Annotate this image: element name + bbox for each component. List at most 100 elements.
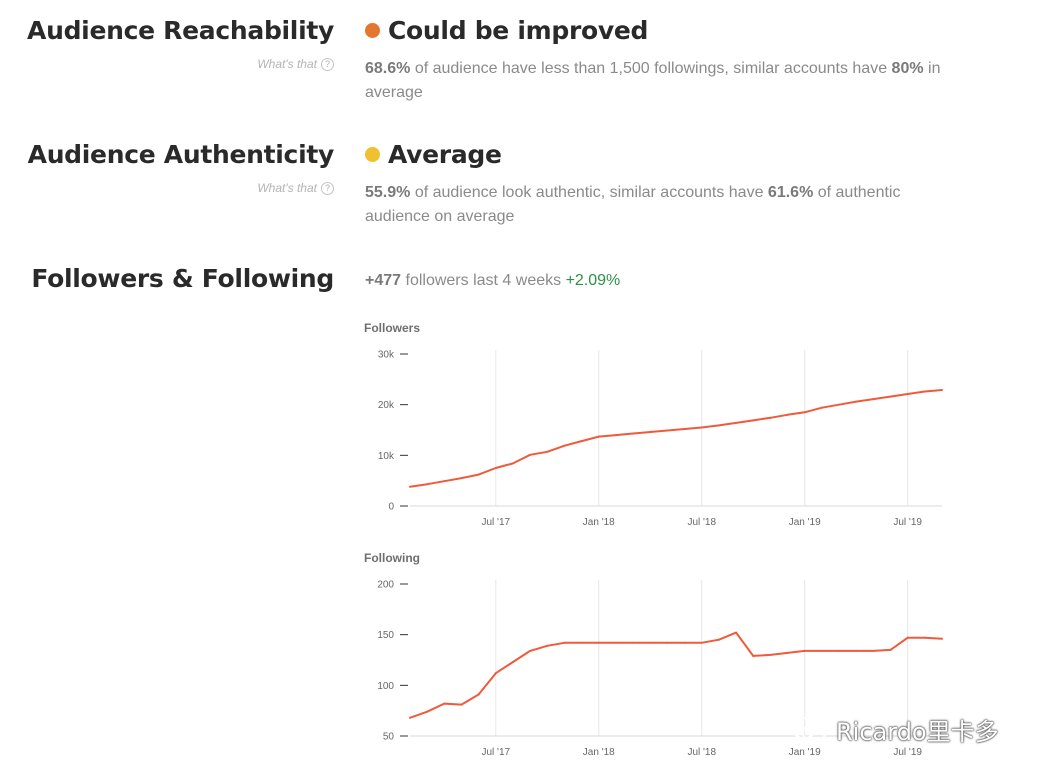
data-point — [700, 426, 703, 429]
whats-that-label: What's that — [257, 57, 317, 71]
authenticity-description: 55.9% of audience look authentic, simila… — [365, 181, 965, 229]
data-point — [803, 411, 806, 414]
authenticity-percent: 55.9% — [365, 184, 411, 201]
data-point — [460, 477, 463, 480]
data-point — [889, 395, 892, 398]
data-point — [494, 467, 497, 469]
data-point — [546, 644, 549, 647]
data-point — [546, 450, 549, 453]
data-point — [511, 462, 514, 465]
data-point — [735, 421, 738, 424]
data-point — [477, 473, 480, 476]
y-tick-label: 10k — [378, 451, 395, 462]
data-point — [666, 429, 669, 432]
followers-following-title: Followers & Following — [31, 264, 334, 293]
x-tick-label: Jan '19 — [789, 517, 821, 528]
followers-growth-pct: +2.09% — [565, 272, 621, 289]
reachability-description: 68.6% of audience have less than 1,500 f… — [365, 57, 965, 105]
x-tick-label: Jul '19 — [893, 747, 922, 758]
data-point — [855, 649, 858, 652]
data-point — [769, 416, 772, 419]
data-point — [666, 641, 669, 644]
data-point — [426, 483, 429, 486]
data-point — [855, 400, 858, 403]
reachability-status: Could be improved — [365, 16, 648, 45]
authenticity-title: Audience Authenticity — [27, 140, 335, 169]
x-tick-label: Jul '18 — [687, 747, 716, 758]
data-point — [683, 427, 686, 430]
authenticity-text-end: of authentic audience on average — [365, 184, 901, 225]
data-point — [632, 432, 635, 435]
data-point — [649, 431, 652, 434]
data-point — [426, 710, 429, 713]
x-tick-label: Jul '19 — [893, 517, 922, 528]
followers-growth-summary: +477 followers last 4 weeks +2.09% — [365, 272, 620, 290]
data-point — [923, 636, 926, 639]
data-point — [494, 672, 497, 675]
reachability-status-label: Could be improved — [388, 16, 649, 45]
data-point — [529, 649, 532, 652]
followers-period-text: followers last 4 weeks — [401, 272, 566, 289]
following-line-chart: Jul '17 Jan '18 Jul '18 Jan '19 Jul '19 50 100… — [377, 580, 943, 758]
reachability-similar: 80% — [891, 60, 924, 77]
data-point — [460, 703, 463, 706]
data-point — [409, 485, 411, 488]
y-tick-label: 150 — [377, 630, 394, 641]
data-point — [563, 641, 566, 644]
y-tick-label: 20k — [378, 400, 395, 411]
y-tick-label: 200 — [377, 580, 394, 591]
followers-delta: +477 — [365, 272, 402, 289]
y-tick-label: 0 — [388, 502, 394, 513]
data-point — [838, 649, 841, 652]
data-point — [717, 424, 720, 427]
reachability-text-mid: of audience have less than 1,500 followi… — [410, 60, 892, 77]
series-line — [409, 389, 943, 488]
data-point — [803, 649, 806, 652]
series-line — [409, 631, 943, 719]
reachability-whats-that-link[interactable]: What's that ? — [257, 57, 334, 71]
data-point — [906, 393, 909, 396]
data-point — [752, 654, 755, 657]
y-tick-label: 30k — [378, 350, 395, 361]
data-point — [752, 419, 755, 422]
data-point — [735, 631, 738, 634]
watermark-text: Ricardo里卡多 — [836, 718, 999, 746]
x-tick-label: Jul '18 — [687, 517, 716, 528]
y-tick-label: 50 — [383, 732, 395, 743]
authenticity-status-label: Average — [388, 140, 502, 169]
followers-line-chart: Jul '17 Jan '18 Jul '18 Jan '19 Jul '19 0 10k 2… — [378, 350, 943, 528]
data-point — [632, 641, 635, 644]
data-point — [597, 435, 600, 438]
data-point — [443, 480, 446, 483]
data-point — [820, 406, 823, 409]
data-point — [443, 702, 446, 705]
data-point — [614, 641, 617, 644]
question-icon: ? — [321, 181, 334, 195]
data-point — [683, 641, 686, 644]
x-tick-label: Jan '18 — [583, 517, 615, 528]
authenticity-similar: 61.6% — [767, 184, 814, 201]
x-tick-label: Jul '17 — [482, 747, 511, 758]
data-point — [563, 444, 566, 447]
data-point — [786, 413, 789, 416]
data-point — [889, 648, 892, 651]
watermark: Ricardo里卡多 — [790, 712, 999, 747]
data-point — [941, 637, 943, 640]
reachability-percent: 68.6% — [365, 60, 411, 77]
data-point — [923, 390, 926, 393]
data-point — [649, 641, 652, 644]
data-point — [409, 716, 411, 719]
data-point — [838, 403, 841, 406]
status-dot — [365, 23, 380, 38]
status-dot — [365, 147, 380, 162]
x-tick-label: Jul '17 — [482, 517, 511, 528]
reachability-title: Audience Reachability — [27, 16, 334, 45]
data-point — [872, 398, 875, 401]
authenticity-text-mid: of audience look authentic, similar acco… — [410, 184, 768, 201]
data-point — [700, 641, 703, 644]
data-point — [580, 440, 583, 443]
whats-that-label: What's that — [257, 181, 317, 195]
data-point — [906, 636, 909, 639]
authenticity-whats-that-link[interactable]: What's that ? — [257, 181, 334, 195]
data-point — [597, 641, 600, 644]
